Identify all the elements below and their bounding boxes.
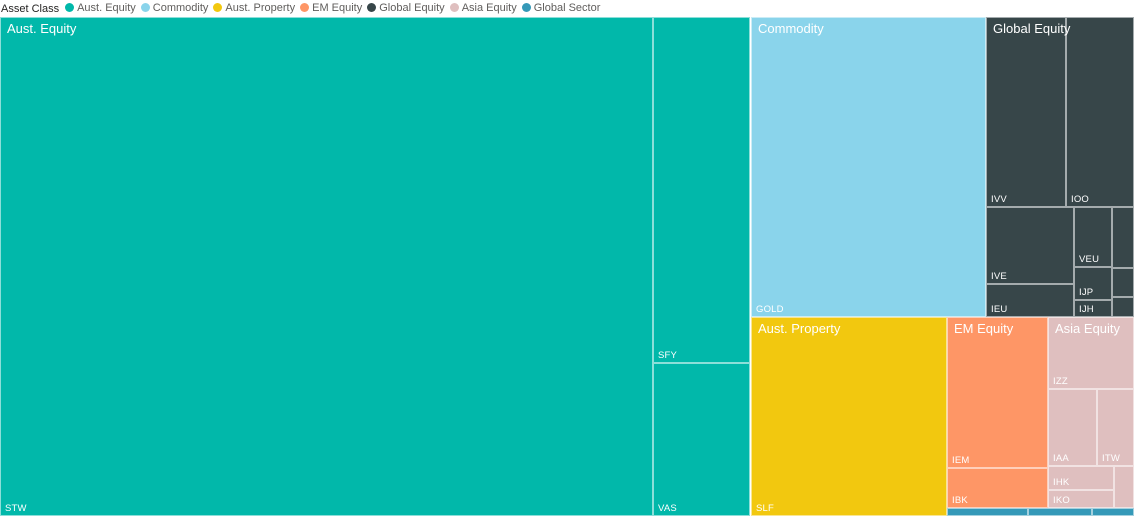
tile-ticker-label: GOLD [756,304,784,315]
tile-ticker-label: IOO [1071,194,1090,205]
legend-items: Aust. Equity Commodity Aust. Property EM Eq… [65,2,605,16]
legend-dot-icon [300,3,310,13]
tile-ticker-label: IHK [1053,477,1070,488]
treemap-tile-unlabeled[interactable] [1092,508,1134,516]
tile-ticker-label: IKO [1053,495,1070,506]
legend-title: Asset Class [1,2,60,15]
treemap-tile-veu[interactable]: VEU [1074,207,1112,267]
tile-ticker-label: VAS [658,503,677,514]
treemap-tile-unlabeled[interactable] [1112,268,1134,297]
treemap-tile-vas[interactable]: VAS [653,363,750,516]
legend-dot-icon [213,3,223,13]
legend-item-label: Global Sector [533,1,601,14]
legend-item-commodity[interactable]: Commodity [140,1,209,14]
tile-ticker-label: SLF [756,503,775,514]
treemap-tile-ihk[interactable]: IHK [1048,466,1114,490]
treemap-tile-unlabeled[interactable] [1112,297,1134,317]
legend-item-global-sector[interactable]: Global Sector [521,1,601,14]
treemap-tile-iko[interactable]: IKO [1048,490,1114,508]
treemap-tile-gold[interactable]: GOLD [751,17,986,317]
legend-dot-icon [140,3,150,13]
treemap-tile-unlabeled[interactable] [947,508,1028,516]
treemap-tile-unlabeled[interactable] [1112,207,1134,268]
tile-ticker-label: ITW [1102,453,1121,464]
tile-ticker-label: IZZ [1053,376,1068,387]
treemap-tile-slf[interactable]: SLF [751,317,947,516]
treemap-tile-stw[interactable]: STW [0,17,653,516]
treemap-tile-ieu[interactable]: IEU [986,284,1074,317]
treemap-tile-ijh[interactable]: IJH [1074,300,1112,317]
legend-dot-icon [367,3,377,13]
treemap-tile-ivv[interactable]: IVV [986,17,1066,207]
legend-item-label: Commodity [152,1,209,14]
tile-ticker-label: STW [5,503,27,514]
tile-ticker-label: SFY [658,350,678,361]
treemap-tile-ioo[interactable]: IOO [1066,17,1134,207]
legend: Asset Class Aust. Equity Commodity Aust. P… [0,0,1134,17]
tile-ticker-label: IBK [952,495,968,506]
treemap-tile-ive[interactable]: IVE [986,207,1074,284]
tile-ticker-label: IJP [1079,287,1094,298]
tile-ticker-label: IAA [1053,453,1069,464]
treemap-tile-unlabeled[interactable] [1028,508,1092,516]
treemap-tile-itw[interactable]: ITW [1097,389,1134,466]
legend-item-aust-property[interactable]: Aust. Property [213,2,295,14]
tile-ticker-label: IJH [1079,304,1094,315]
tile-ticker-label: IVE [991,271,1007,282]
treemap-tile-ijp[interactable]: IJP [1074,267,1112,300]
legend-dot-icon [65,3,75,13]
legend-item-label: EM Equity [312,1,363,14]
legend-item-label: Asia Equity [461,1,517,14]
tile-ticker-label: VEU [1079,254,1100,265]
treemap-tile-sfy[interactable]: SFY [653,17,750,363]
legend-item-label: Aust. Property [225,1,296,14]
treemap-tile-ibk[interactable]: IBK [947,468,1048,508]
legend-item-global-equity[interactable]: Global Equity [367,1,445,14]
tile-ticker-label: IEM [952,455,970,466]
legend-dot-icon [521,3,531,13]
tile-ticker-label: IEU [991,304,1008,315]
treemap-tile-iaa[interactable]: IAA [1048,389,1097,466]
legend-item-aust-equity[interactable]: Aust. Equity [65,2,136,14]
treemap-tile-unlabeled[interactable] [1114,466,1134,508]
legend-item-label: Global Equity [379,1,445,14]
legend-dot-icon [449,3,459,13]
treemap-tile-iem[interactable]: IEM [947,317,1048,468]
treemap-chart: STW SFY VAS Aust. Equity GOLD Commodity IVV IOO… [0,17,1134,516]
legend-item-em-equity[interactable]: EM Equity [300,2,362,14]
tile-ticker-label: IVV [991,194,1007,205]
legend-item-label: Aust. Equity [77,1,136,14]
legend-item-asia-equity[interactable]: Asia Equity [449,1,517,14]
treemap-tile-izz[interactable]: IZZ [1048,317,1134,389]
